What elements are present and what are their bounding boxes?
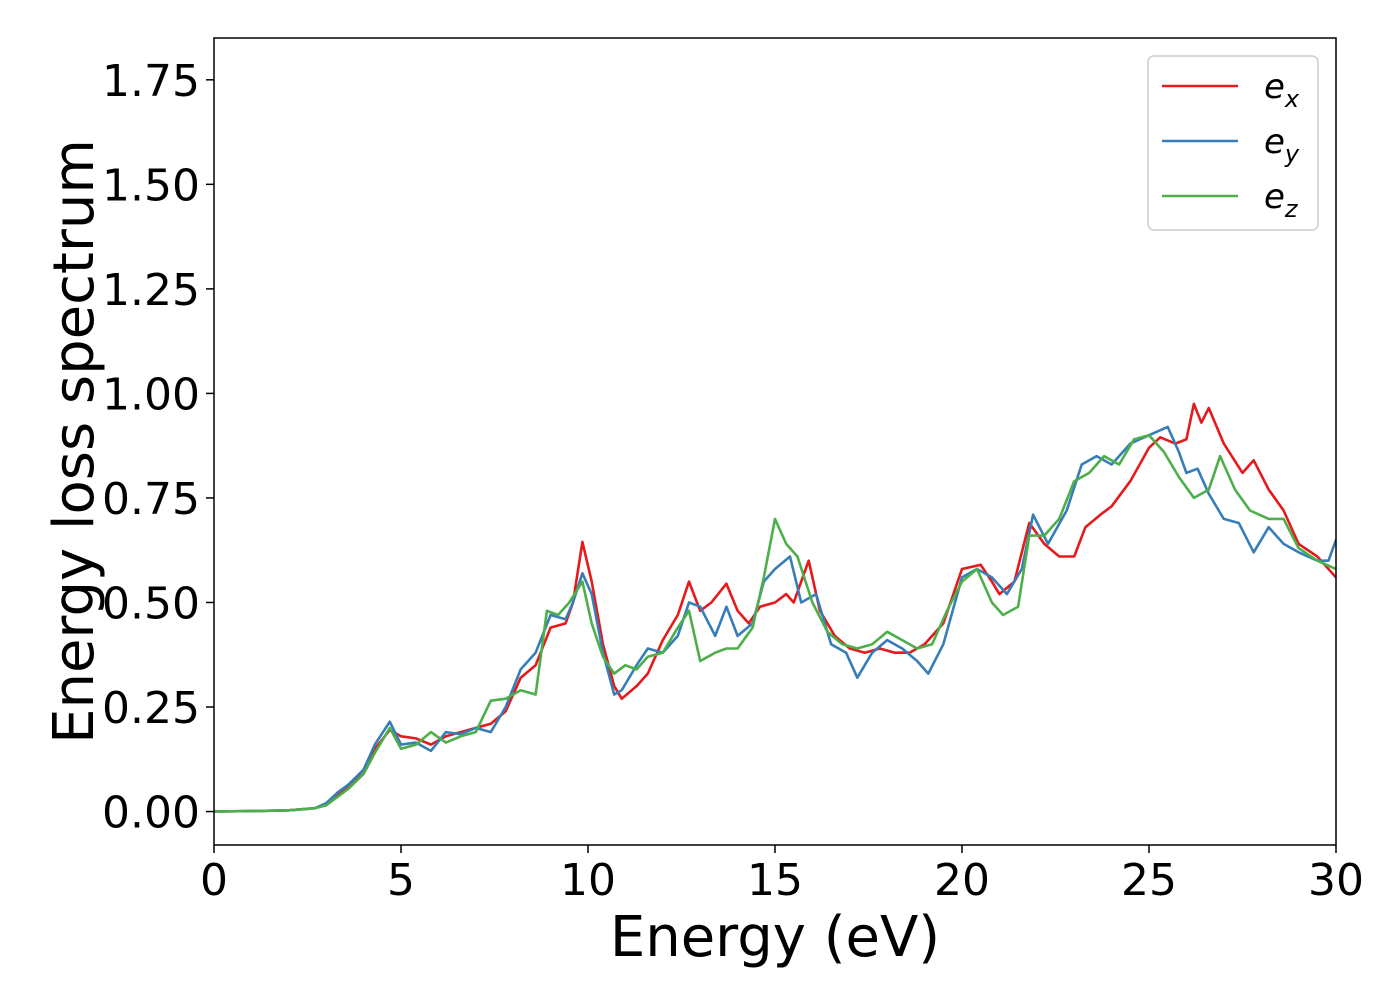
legend-entry: ey [1264,122,1300,168]
series-lines [214,402,1336,813]
x-tick-label: 10 [560,855,616,906]
y-tick-label: 0.00 [102,788,200,839]
legend-box [1147,55,1319,231]
y-axis-label: Energy loss spectrum [42,139,107,744]
legend-entry: ez [1264,177,1299,223]
x-tick-label: 15 [747,855,803,906]
x-tick-label: 25 [1121,855,1177,906]
y-tick-label: 1.25 [102,265,200,316]
y-tick-label: 1.75 [102,56,200,107]
y-tick-label: 0.75 [102,474,200,525]
axis-ticks: 0 5 10 15 20 25 30 0.00 0.25 0.50 0.75 1.00 1.25 1.50… [102,56,1364,906]
x-tick-label: 20 [934,855,990,906]
legend: ex ey ez [1147,55,1319,231]
y-tick-label: 0.50 [102,578,200,629]
y-tick-label: 1.50 [102,160,200,211]
series-line-e_y [214,425,1336,813]
x-tick-label: 5 [387,855,415,906]
x-tick-label: 0 [200,855,228,906]
y-tick-label: 0.25 [102,683,200,734]
x-tick-label: 30 [1308,855,1364,906]
legend-entry: ex [1264,67,1300,113]
x-axis-label: Energy (eV) [610,905,940,970]
series-line-e_z [214,433,1336,813]
y-tick-label: 1.00 [102,369,200,420]
series-line-e_x [214,402,1336,813]
